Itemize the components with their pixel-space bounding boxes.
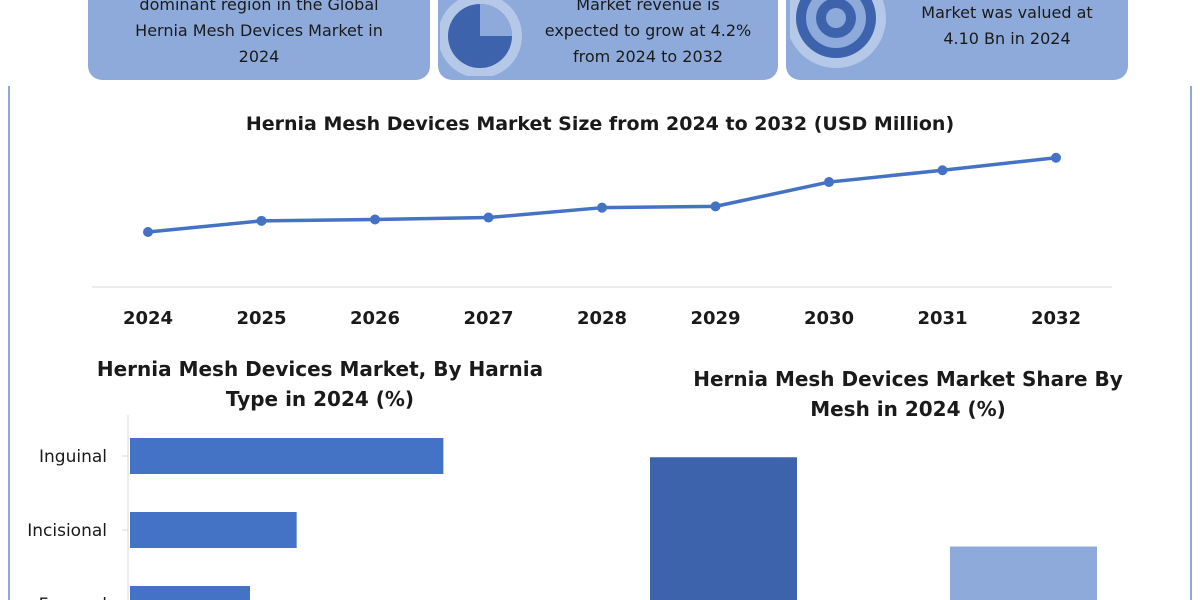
- x-tick-label-2032: 2032: [1031, 308, 1081, 329]
- data-point-2027: [483, 212, 494, 223]
- data-point-2031: [937, 165, 948, 176]
- x-tick-label-2031: 2031: [917, 308, 967, 329]
- card-growth-text: Market revenue is expected to grow at 4.…: [518, 0, 778, 70]
- y-tick-label-incisional: Incisional: [27, 521, 107, 541]
- info-card-growth: Market revenue is expected to grow at 4.…: [438, 0, 778, 80]
- hbar-chart: Inguinal Incisional Femoral: [27, 415, 444, 600]
- x-tick-label-2024: 2024: [123, 308, 173, 329]
- x-tick-label-2027: 2027: [463, 308, 513, 329]
- card-region-text: dominant region in the Global Hernia Mes…: [88, 0, 430, 70]
- vbar-chart: [650, 457, 1097, 600]
- x-tick-label-2028: 2028: [577, 308, 627, 329]
- x-tick-label-2029: 2029: [690, 308, 740, 329]
- card-growth-line-1: Market revenue is: [576, 0, 720, 14]
- line-chart-title: Hernia Mesh Devices Market Size from 202…: [245, 113, 955, 135]
- bar-2: [950, 546, 1097, 600]
- card-region-line-2: Hernia Mesh Devices Market in: [135, 21, 383, 40]
- data-point-2030: [824, 177, 834, 188]
- y-tick-label-femoral: Femoral: [39, 595, 107, 600]
- frame-border-right: [1190, 86, 1192, 600]
- info-card-region: dominant region in the Global Hernia Mes…: [88, 0, 430, 80]
- data-point-2028: [597, 202, 607, 213]
- line-series: [147, 156, 1057, 234]
- bar-femoral: [130, 586, 250, 600]
- data-point-2025: [256, 215, 267, 226]
- x-tick-label-2025: 2025: [236, 308, 286, 329]
- y-tick-label-inguinal: Inguinal: [39, 447, 107, 467]
- target-icon: [790, 0, 886, 68]
- card-growth-line-2: expected to grow at 4.2%: [544, 21, 752, 40]
- frame-border-left: [8, 86, 10, 600]
- info-card-value: Market was valued at 4.10 Bn in 2024: [786, 0, 1128, 80]
- data-point-2024: [143, 227, 153, 237]
- card-growth-line-3: from 2024 to 2032: [573, 47, 723, 66]
- x-tick-label-2030: 2030: [804, 308, 854, 329]
- pie-chart-icon: [440, 0, 522, 76]
- x-tick-label-2026: 2026: [350, 308, 400, 329]
- data-point-2032: [1051, 152, 1061, 163]
- line-chart: 2024 2025 2026 2027 2028 2029 2030 2031 2032: [92, 152, 1112, 329]
- bar-1: [650, 457, 797, 600]
- hbar-chart-title: Hernia Mesh Devices Market, By Harnia Ty…: [96, 357, 544, 411]
- card-value-line-2: 4.10 Bn in 2024: [943, 29, 1071, 48]
- bar-incisional: [130, 512, 297, 548]
- bar-inguinal: [130, 438, 444, 474]
- card-value-line-1: Market was valued at: [921, 3, 1093, 22]
- data-point-2029: [710, 201, 721, 212]
- vbar-chart-title: Hernia Mesh Devices Market Share By Mesh…: [693, 367, 1123, 421]
- data-point-2026: [370, 214, 380, 225]
- card-region-line-3: 2024: [238, 47, 280, 66]
- card-region-line-1: dominant region in the Global: [139, 0, 379, 14]
- card-value-text: Market was valued at 4.10 Bn in 2024: [886, 0, 1128, 52]
